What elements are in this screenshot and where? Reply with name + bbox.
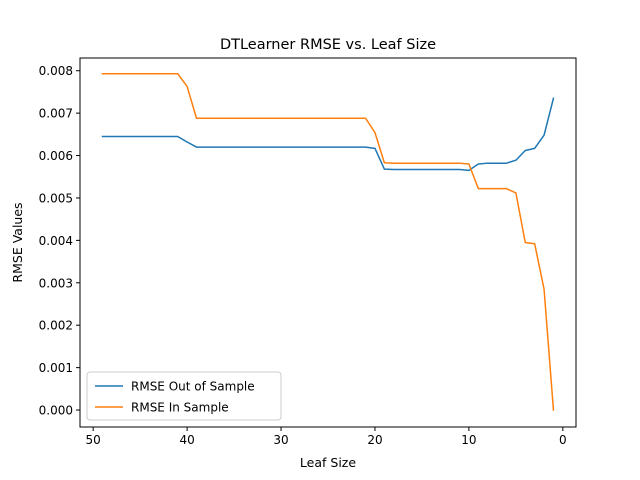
chart-title: DTLearner RMSE vs. Leaf Size xyxy=(220,37,436,53)
y-tick-label: 0.004 xyxy=(39,234,73,248)
legend-label-out-of-sample: RMSE Out of Sample xyxy=(131,380,255,394)
series-line-0 xyxy=(101,97,555,172)
x-tick-label: 10 xyxy=(461,433,476,447)
x-tick-label: 40 xyxy=(179,433,194,447)
y-tick-label: 0.001 xyxy=(39,361,73,375)
x-axis-label: Leaf Size xyxy=(300,455,356,470)
y-tick-label: 0.008 xyxy=(39,64,73,78)
x-tick-label: 20 xyxy=(367,433,382,447)
x-tick-label: 50 xyxy=(86,433,101,447)
legend-label-in-sample: RMSE In Sample xyxy=(131,401,229,415)
ticks-layer: 50 40 30 20 10 0 0.000 0.001 0.002 0.003 0.004 0.00… xyxy=(39,64,567,447)
x-tick-label: 30 xyxy=(273,433,288,447)
y-tick-label: 0.003 xyxy=(39,276,73,290)
series-layer xyxy=(101,72,555,411)
legend-box xyxy=(86,371,282,421)
y-tick-label: 0.005 xyxy=(39,191,73,205)
y-tick-label: 0.002 xyxy=(39,319,73,333)
y-axis-label: RMSE Values xyxy=(10,202,25,282)
y-tick-label: 0.000 xyxy=(39,404,73,418)
x-tick-label: 0 xyxy=(559,433,567,447)
legend: RMSE Out of Sample RMSE In Sample xyxy=(86,371,282,421)
plot-frame xyxy=(79,57,577,428)
y-tick-label: 0.006 xyxy=(39,149,73,163)
y-tick-label: 0.007 xyxy=(39,107,73,121)
series-line-1 xyxy=(101,72,555,411)
